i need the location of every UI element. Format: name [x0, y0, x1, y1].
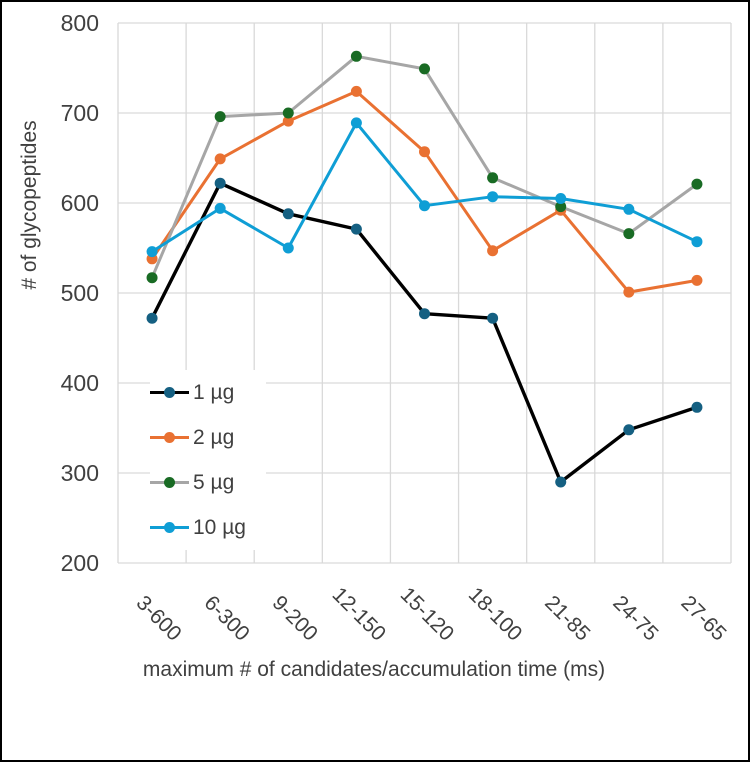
series-5-g	[146, 50, 703, 284]
series-line-2-g	[150, 89, 699, 294]
data-point-2-g-9-200	[282, 115, 294, 127]
legend-swatch-10-g	[150, 522, 189, 533]
data-point-2-g-18-100	[487, 245, 499, 257]
data-point-10-g-24-75	[623, 203, 635, 215]
legend-item-5-g: 5 µg	[150, 460, 266, 505]
data-point-1-g-24-75	[623, 424, 635, 436]
data-point-5-g-21-85	[555, 201, 567, 213]
data-point-5-g-27-65	[691, 178, 703, 190]
data-point-5-g-15-120	[419, 63, 430, 75]
x-tick-label: 18-100	[464, 583, 527, 646]
data-point-10-g-9-200	[282, 242, 294, 254]
series-10-g	[146, 117, 703, 258]
data-point-1-g-3-600	[146, 312, 158, 324]
legend-label: 5 µg	[193, 470, 235, 494]
data-point-10-g-3-600	[146, 246, 158, 258]
legend-marker-sample	[164, 477, 175, 488]
x-tick-label: 6-300	[200, 591, 254, 645]
x-tick-label: 24-75	[608, 591, 662, 645]
data-point-1-g-15-120	[419, 308, 430, 320]
data-point-5-g-9-200	[282, 107, 294, 119]
x-tick-label: 12-150	[328, 583, 391, 646]
y-axis-title: # of glycopeptides	[18, 120, 41, 290]
data-point-1-g-12-150	[350, 223, 362, 235]
y-tick-label: 800	[61, 10, 99, 36]
data-point-5-g-18-100	[487, 172, 499, 184]
legend-swatch-1-g	[150, 387, 189, 398]
data-point-10-g-27-65	[691, 236, 703, 248]
x-tick-label: 27-65	[676, 591, 730, 645]
series-1-g	[146, 177, 703, 488]
legend-label: 2 µg	[193, 425, 235, 449]
data-point-10-g-21-85	[555, 193, 567, 204]
y-tick-label: 300	[61, 460, 99, 486]
x-tick-label: 15-120	[396, 583, 459, 646]
legend-swatch-2-g	[150, 432, 189, 443]
x-tick-label: 21-85	[540, 591, 594, 645]
data-point-1-g-6-300	[214, 177, 226, 189]
data-point-10-g-6-300	[214, 202, 226, 214]
y-tick-label: 400	[61, 370, 99, 396]
data-point-2-g-24-75	[623, 286, 635, 298]
x-axis-title: maximum # of candidates/accumulation tim…	[142, 658, 606, 681]
series-line-10-g	[150, 121, 699, 254]
legend-label: 1 µg	[193, 380, 235, 404]
y-tick-label: 700	[61, 100, 99, 126]
y-tick-label: 500	[61, 280, 99, 306]
x-tick-label: 3-600	[132, 591, 186, 645]
legend-marker-sample	[164, 432, 175, 443]
x-axis-tick-labels: 3-600 6-300 9-200 12-150 15-120 18-100 21-85 24…	[132, 583, 731, 646]
x-tick-label: 9-200	[268, 591, 322, 645]
y-axis-tick-labels: 200 300 400 500 600 700 800	[61, 10, 99, 576]
legend-marker-sample	[164, 387, 175, 398]
data-point-5-g-6-300	[214, 111, 226, 123]
legend-item-2-g: 2 µg	[150, 415, 266, 460]
legend-item-10-g: 10 µg	[150, 505, 266, 550]
legend: 1 µg 2 µg 5 µg 10 µg	[150, 370, 266, 550]
data-point-5-g-24-75	[623, 228, 635, 240]
legend-marker-sample	[164, 522, 175, 533]
y-tick-label: 200	[61, 550, 99, 576]
data-point-2-g-15-120	[419, 146, 430, 158]
data-point-1-g-9-200	[282, 208, 294, 220]
legend-label: 10 µg	[193, 515, 246, 539]
data-point-2-g-27-65	[691, 274, 703, 286]
series-2-g	[146, 85, 703, 298]
legend-swatch-5-g	[150, 477, 189, 488]
legend-item-1-g: 1 µg	[150, 370, 266, 415]
data-point-1-g-27-65	[691, 401, 703, 413]
data-point-10-g-15-120	[419, 200, 430, 212]
chart-canvas: 200 300 400 500 600 700 800 3-600 6-300 9-200 12-1…	[61, 10, 732, 646]
data-point-5-g-3-600	[146, 272, 158, 284]
data-point-10-g-12-150	[350, 117, 362, 129]
data-point-5-g-12-150	[350, 50, 362, 62]
series-line-5-g	[150, 54, 699, 280]
data-point-1-g-21-85	[555, 476, 567, 488]
data-point-1-g-18-100	[487, 312, 499, 324]
y-tick-label: 600	[61, 190, 99, 216]
data-point-10-g-18-100	[487, 191, 499, 203]
data-point-2-g-6-300	[214, 153, 226, 165]
data-point-2-g-12-150	[350, 85, 362, 97]
